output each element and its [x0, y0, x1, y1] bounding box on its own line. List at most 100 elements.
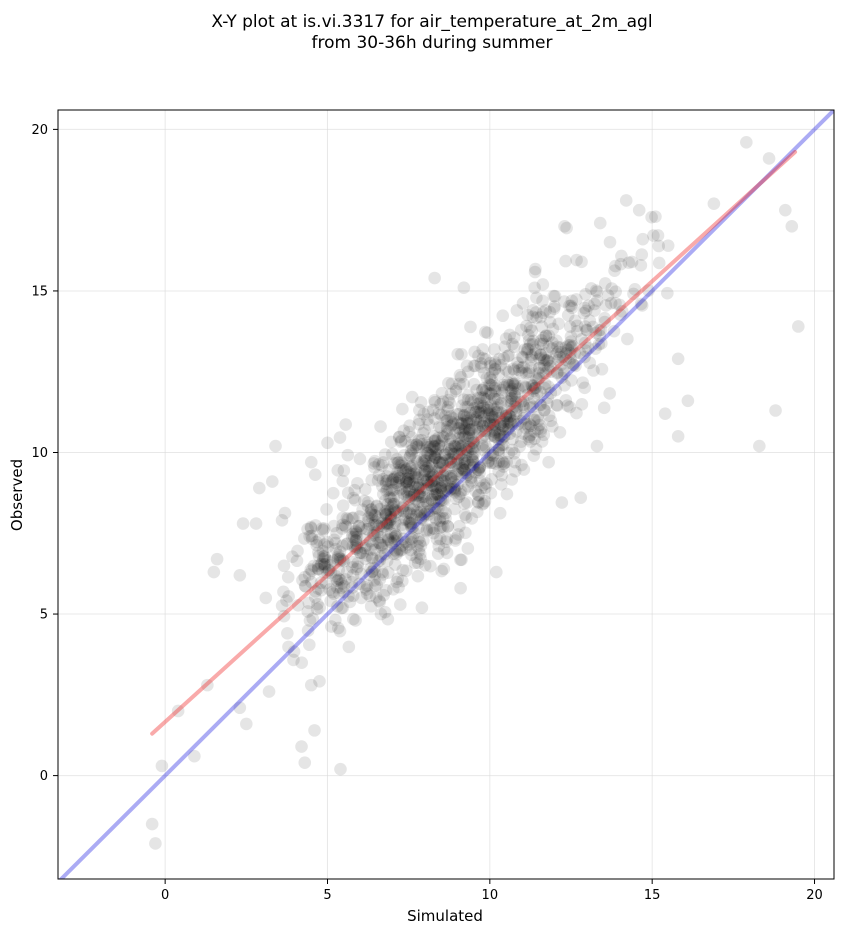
data-point	[502, 408, 515, 422]
data-point	[400, 541, 413, 554]
data-point	[449, 534, 462, 547]
data-point	[514, 323, 528, 337]
data-point	[330, 574, 344, 587]
data-point	[291, 544, 304, 558]
data-point	[387, 583, 400, 596]
data-point	[374, 531, 388, 544]
data-point	[519, 381, 532, 395]
y-tick-label: 10	[31, 446, 48, 461]
data-point	[778, 203, 792, 217]
data-point	[314, 558, 328, 571]
data-point	[409, 451, 423, 464]
data-point	[579, 344, 593, 357]
data-point	[551, 399, 564, 412]
data-point	[625, 255, 639, 269]
data-point	[370, 578, 384, 592]
data-point	[441, 403, 454, 417]
chart-title-line2: from 30-36h during summer	[312, 33, 553, 53]
data-point	[565, 374, 578, 387]
data-point	[385, 536, 398, 550]
data-point	[438, 448, 452, 462]
data-point	[508, 386, 521, 399]
data-point	[495, 468, 508, 482]
data-point	[578, 320, 592, 333]
data-point	[418, 507, 432, 521]
data-point	[448, 475, 461, 488]
data-point	[452, 408, 466, 421]
data-point	[473, 396, 487, 409]
data-point	[645, 210, 658, 224]
data-point	[404, 467, 417, 481]
data-point	[385, 512, 398, 526]
grid-lines	[58, 110, 834, 879]
data-point	[509, 425, 523, 438]
data-point	[368, 579, 382, 593]
data-point	[469, 465, 482, 479]
data-point	[430, 487, 444, 500]
data-point	[427, 429, 440, 443]
data-point	[434, 481, 447, 495]
data-point	[442, 376, 455, 390]
data-point	[488, 343, 501, 356]
data-point	[420, 474, 434, 487]
data-point	[404, 519, 418, 533]
x-tick-label: 5	[323, 888, 331, 903]
data-point	[492, 432, 505, 446]
data-point	[448, 482, 461, 496]
data-point	[358, 541, 372, 555]
data-point	[433, 466, 447, 480]
data-point	[304, 563, 318, 576]
data-point	[388, 509, 401, 523]
data-point	[482, 387, 496, 401]
data-point	[410, 478, 424, 492]
data-point	[457, 408, 471, 422]
data-point	[558, 295, 571, 308]
data-point	[444, 455, 457, 469]
data-point	[301, 522, 314, 536]
data-point	[418, 468, 432, 482]
data-point	[496, 455, 509, 468]
data-point	[519, 380, 532, 394]
data-point	[446, 447, 460, 461]
data-point	[414, 512, 428, 526]
data-point	[422, 478, 436, 492]
data-point	[563, 356, 576, 370]
data-point	[557, 367, 571, 381]
data-point	[372, 594, 386, 607]
data-point	[449, 484, 462, 497]
data-point	[331, 574, 345, 587]
data-point	[531, 422, 545, 436]
data-point	[588, 297, 601, 311]
data-point	[533, 398, 547, 411]
data-point	[386, 447, 399, 461]
data-point	[481, 326, 494, 340]
data-point	[557, 364, 570, 377]
data-point	[536, 294, 549, 308]
data-point	[409, 480, 422, 494]
data-point	[413, 413, 426, 427]
data-point	[525, 348, 538, 362]
data-point	[359, 539, 373, 552]
data-point	[451, 347, 464, 361]
data-point	[420, 482, 434, 495]
data-point	[397, 504, 410, 518]
data-point	[444, 482, 457, 496]
data-point	[339, 519, 352, 532]
data-point	[377, 588, 391, 602]
data-point	[460, 417, 474, 430]
data-point	[588, 304, 601, 317]
data-point	[383, 513, 397, 527]
data-point	[483, 356, 497, 370]
data-point	[603, 387, 616, 400]
data-point	[323, 559, 337, 572]
data-point	[381, 530, 395, 544]
data-point	[658, 407, 672, 421]
data-point	[445, 456, 458, 469]
data-point	[468, 447, 481, 460]
data-point	[535, 334, 548, 347]
data-point	[291, 598, 305, 612]
data-point	[381, 516, 395, 530]
data-point	[433, 456, 446, 469]
data-point	[437, 562, 451, 576]
data-point	[467, 435, 480, 448]
